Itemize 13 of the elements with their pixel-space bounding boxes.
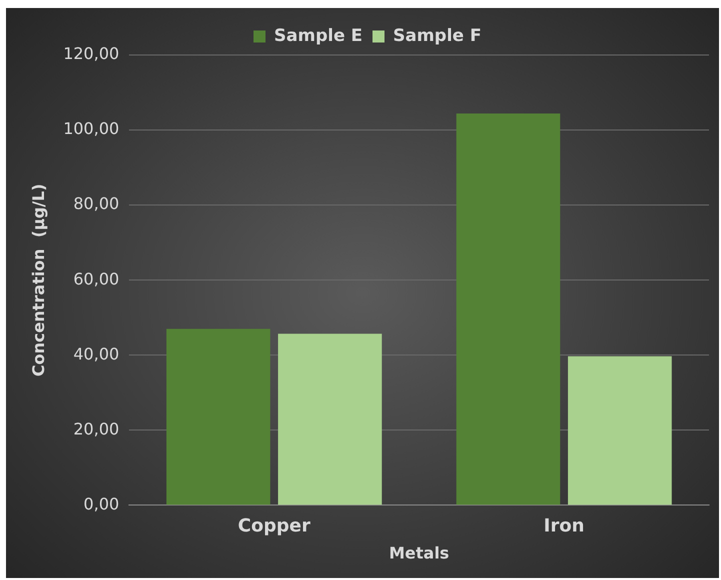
y-tick-label: 60,00: [73, 269, 120, 288]
x-tick-label: Copper: [238, 516, 310, 537]
y-axis-title: Concentration (µg/L): [28, 184, 48, 376]
x-axis-title: Metals: [388, 544, 450, 563]
legend-label: Sample F: [393, 26, 482, 46]
y-tick-label: 20,00: [73, 419, 120, 438]
y-tick-label: 100,00: [63, 119, 120, 138]
legend-label: Sample E: [274, 26, 363, 46]
x-tick-label: Iron: [544, 516, 584, 537]
y-tick-label: 80,00: [73, 194, 120, 214]
y-tick-label: 40,00: [73, 344, 120, 364]
y-tick-label: 120,00: [63, 44, 120, 64]
y-tick-label: 0,00: [84, 494, 120, 514]
